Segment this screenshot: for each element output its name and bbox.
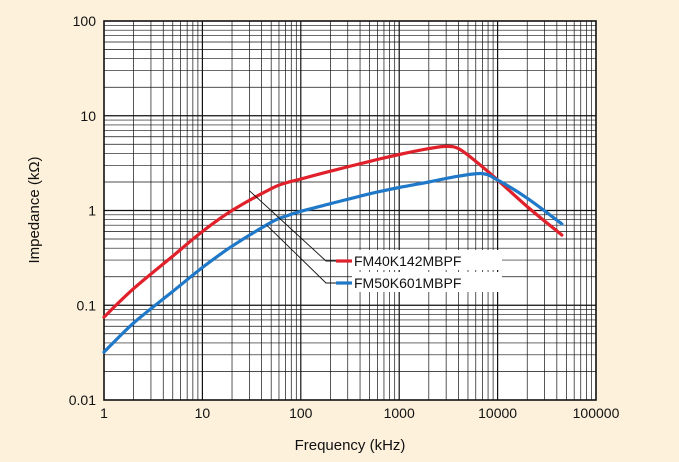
plot-frame — [103, 20, 597, 401]
y-tick-label: 100 — [73, 13, 97, 29]
series-line-2 — [102, 171, 564, 354]
grid — [104, 21, 596, 400]
x-tick-label: 1000 — [384, 405, 415, 421]
x-tick-label: 100 — [289, 405, 313, 421]
y-axis-title: Impedance (kΩ) — [26, 156, 43, 263]
legend-label-bg — [352, 272, 502, 292]
legend-label: FM40K142MBPF — [354, 253, 461, 269]
x-tick-label: 100000 — [573, 405, 620, 421]
x-tick-label: 10000 — [478, 405, 517, 421]
legend-leader-line — [249, 190, 336, 262]
y-tick-label: 0.1 — [77, 297, 97, 313]
x-tick-label: 1 — [100, 405, 108, 421]
series-layer — [102, 144, 564, 354]
legend: FM40K142MBPF FM50K601MBPF — [249, 190, 502, 292]
legend-label: FM50K601MBPF — [354, 275, 461, 291]
x-tick-label: 10 — [195, 405, 211, 421]
x-axis-title: Frequency (kHz) — [295, 437, 406, 454]
y-tick-label: 0.01 — [69, 392, 96, 408]
x-axis-ticks: 1 10 100 1000 10000 100000 — [100, 405, 619, 421]
y-axis-ticks: 100 10 1 0.1 0.01 — [69, 13, 96, 408]
legend-label-bg — [352, 250, 502, 270]
y-tick-label: 1 — [88, 203, 96, 219]
y-tick-label: 10 — [80, 108, 96, 124]
legend-leader-line — [266, 224, 336, 284]
series-line-1 — [102, 144, 564, 319]
